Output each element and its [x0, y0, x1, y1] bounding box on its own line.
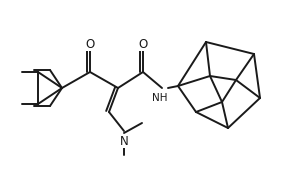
Text: O: O [85, 37, 95, 51]
Text: N: N [120, 135, 128, 148]
Text: NH: NH [152, 93, 168, 103]
Text: O: O [138, 37, 148, 51]
